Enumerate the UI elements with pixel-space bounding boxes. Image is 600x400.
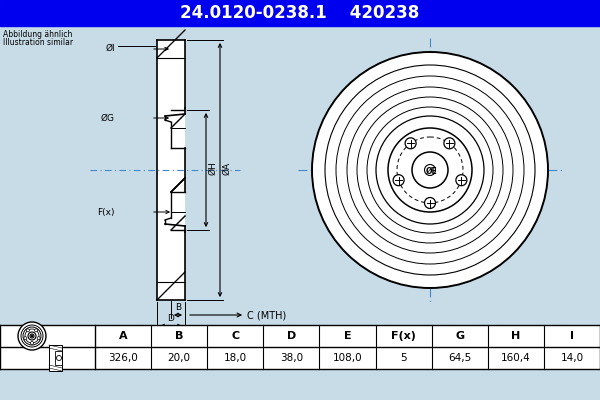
Circle shape (31, 335, 33, 337)
Circle shape (405, 138, 416, 149)
Text: D: D (167, 314, 175, 323)
Circle shape (456, 175, 467, 186)
Text: Illustration similar: Illustration similar (3, 38, 73, 47)
Text: 24.0120-0238.1    420238: 24.0120-0238.1 420238 (181, 4, 419, 22)
Circle shape (412, 152, 448, 188)
Text: ØI: ØI (106, 44, 115, 52)
Text: D: D (287, 331, 296, 341)
Circle shape (56, 356, 62, 360)
Text: F(x): F(x) (97, 208, 115, 216)
Text: ØA: ØA (222, 162, 231, 174)
Bar (55, 351, 62, 365)
Circle shape (37, 337, 40, 340)
Text: 18,0: 18,0 (224, 353, 247, 363)
Bar (0, 325, 600, 369)
Text: B: B (175, 303, 181, 312)
Text: C (MTH): C (MTH) (247, 310, 286, 320)
Circle shape (24, 337, 27, 340)
Text: A: A (119, 331, 127, 341)
Bar (157, 40, 185, 300)
Circle shape (388, 128, 472, 212)
Text: ØH: ØH (208, 161, 217, 175)
Text: 64,5: 64,5 (448, 353, 472, 363)
Text: 20,0: 20,0 (167, 353, 191, 363)
Text: ØG: ØG (101, 114, 115, 122)
Text: I: I (570, 331, 574, 341)
Text: 38,0: 38,0 (280, 353, 303, 363)
Text: E: E (344, 331, 352, 341)
Text: C: C (231, 331, 239, 341)
Circle shape (31, 342, 34, 344)
Text: B: B (175, 331, 184, 341)
Circle shape (18, 322, 46, 350)
Bar (49, 345, 62, 371)
Text: 108,0: 108,0 (332, 353, 362, 363)
Circle shape (425, 164, 436, 176)
Circle shape (26, 329, 29, 332)
Text: 14,0: 14,0 (560, 353, 584, 363)
Text: G: G (455, 331, 464, 341)
Text: F(x): F(x) (391, 331, 416, 341)
Text: 5: 5 (400, 353, 407, 363)
Circle shape (425, 198, 436, 208)
Circle shape (312, 52, 548, 288)
Text: ØE: ØE (426, 166, 438, 176)
Circle shape (35, 329, 38, 332)
Text: Abbildung ähnlich: Abbildung ähnlich (3, 30, 73, 39)
Circle shape (393, 175, 404, 186)
Text: 326,0: 326,0 (108, 353, 138, 363)
Text: H: H (511, 331, 520, 341)
Text: 160,4: 160,4 (501, 353, 531, 363)
Circle shape (444, 138, 455, 149)
Bar (0, 0, 600, 26)
